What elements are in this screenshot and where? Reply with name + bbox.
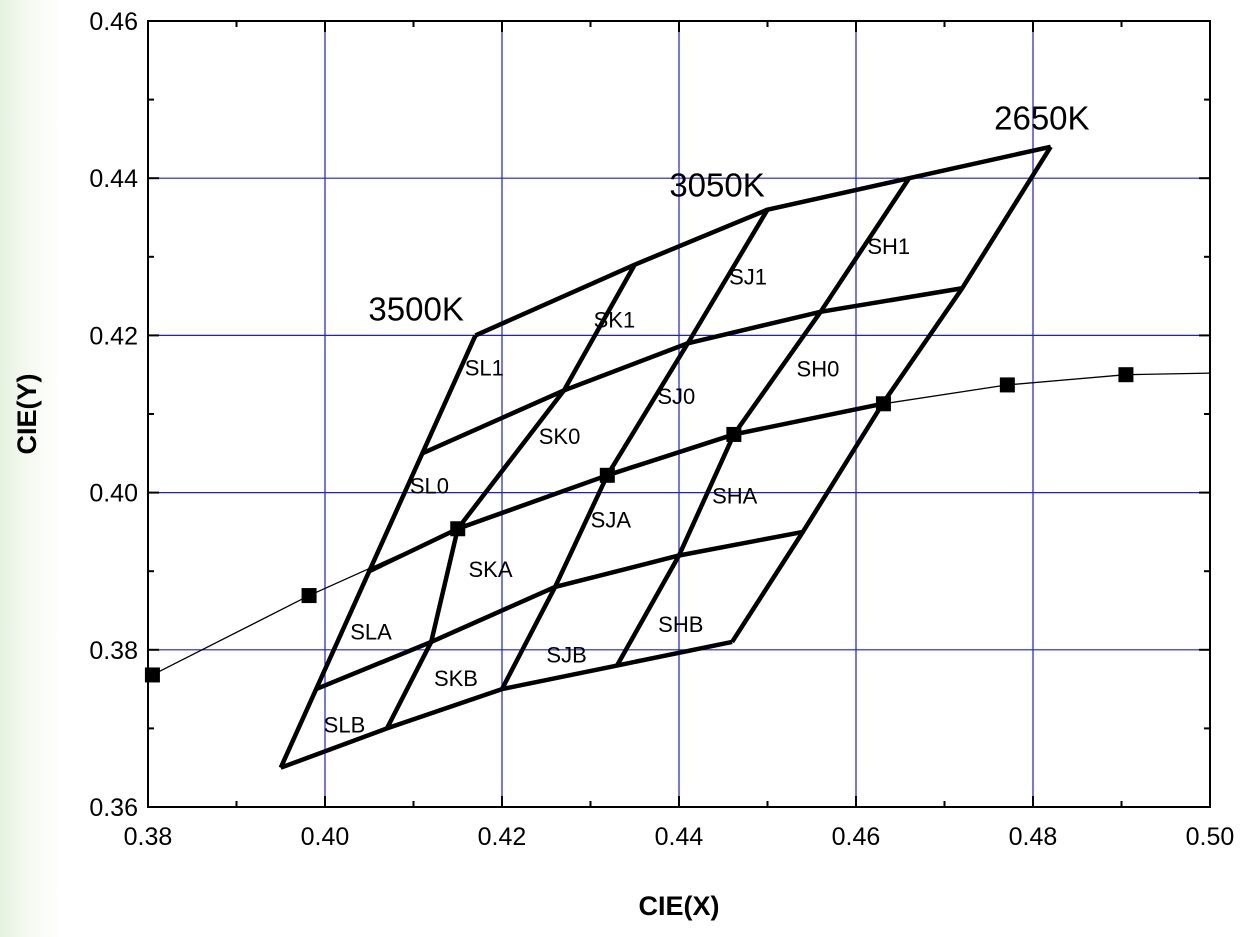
y-tick-label: 0.40 <box>89 480 138 508</box>
y-tick-label: 0.38 <box>89 637 138 665</box>
x-tick-label: 0.46 <box>832 823 881 851</box>
region-label: SJ0 <box>657 384 695 409</box>
x-tick-label: 0.50 <box>1186 823 1235 851</box>
x-axis-title: CIE(X) <box>639 891 720 921</box>
region-labels: SLB SKB SJB SHB SLA SKA SJA SHA SL0 SK0 SJ0 SH0 SL1 S… <box>324 234 910 738</box>
locus-marker <box>301 588 317 604</box>
grid-lines <box>148 21 1210 807</box>
bin-grid <box>278 144 1053 770</box>
y-tick-label: 0.42 <box>89 322 138 350</box>
locus-marker <box>450 521 466 537</box>
region-label: SHA <box>712 484 758 509</box>
region-label: SHB <box>658 612 703 637</box>
x-tick-label: 0.38 <box>124 823 173 851</box>
x-axis-tick-labels: 0.38 0.40 0.42 0.44 0.46 0.48 0.50 <box>124 823 1235 851</box>
y-tick-label: 0.36 <box>89 794 138 822</box>
locus-markers <box>144 367 1134 683</box>
cct-annotation: 3050K <box>669 166 764 203</box>
region-label: SLB <box>324 712 366 737</box>
region-label: SJ1 <box>729 264 767 289</box>
region-label: SL0 <box>410 474 449 499</box>
region-label: SK0 <box>539 424 581 449</box>
x-tick-label: 0.48 <box>1009 823 1058 851</box>
region-label: SJA <box>591 507 632 532</box>
x-tick-label: 0.42 <box>478 823 527 851</box>
region-label: SH0 <box>797 356 840 381</box>
region-label: SH1 <box>867 234 910 259</box>
bin-column-line <box>730 145 1053 644</box>
bin-row-line <box>279 639 733 770</box>
locus-marker <box>1118 367 1134 383</box>
region-label: SKA <box>468 557 512 582</box>
region-label: SK1 <box>594 308 636 333</box>
locus-marker <box>599 467 615 483</box>
locus-marker <box>999 377 1015 393</box>
locus-marker <box>144 667 160 683</box>
cct-annotation: 2650K <box>994 100 1089 137</box>
left-decorative-band <box>0 0 60 937</box>
bin-column-line <box>278 334 478 769</box>
y-axis-tick-labels: 0.36 0.38 0.40 0.42 0.44 0.46 <box>89 8 138 822</box>
x-tick-label: 0.44 <box>655 823 704 851</box>
cct-annotation: 3500K <box>368 291 463 328</box>
locus-marker <box>875 396 891 412</box>
region-label: SJB <box>546 643 586 668</box>
y-axis-title: CIE(Y) <box>12 374 42 455</box>
plot-frame <box>147 20 1211 808</box>
y-tick-label: 0.46 <box>89 8 138 36</box>
cct-labels: 3500K 3050K 2650K <box>368 100 1089 328</box>
locus-marker <box>726 426 742 442</box>
region-label: SKB <box>434 666 478 691</box>
region-label: SLA <box>350 620 392 645</box>
x-tick-label: 0.40 <box>301 823 350 851</box>
y-tick-label: 0.44 <box>89 165 138 193</box>
region-label: SL1 <box>465 356 504 381</box>
